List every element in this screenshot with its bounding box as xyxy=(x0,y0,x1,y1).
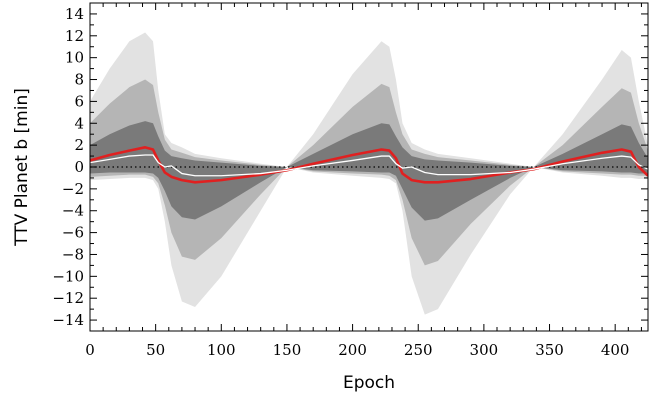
y-tick-label: −14 xyxy=(52,311,84,329)
y-tick-label: 2 xyxy=(74,136,84,154)
confidence-band-2 xyxy=(90,79,648,266)
series-line-red xyxy=(90,146,648,184)
y-tick-label: 0 xyxy=(74,158,84,176)
y-axis-title: TTV Planet b [min] xyxy=(12,88,32,247)
series-lines xyxy=(90,146,648,184)
confidence-bands xyxy=(90,32,648,315)
x-tick-label: 200 xyxy=(338,341,367,359)
x-tick-labels: 0 50 100 150 200 250 300 350 400 xyxy=(85,341,629,359)
x-tick-label: 150 xyxy=(273,341,302,359)
y-tick-label: 8 xyxy=(74,71,84,89)
x-tick-label: 50 xyxy=(146,341,165,359)
y-tick-label: −6 xyxy=(62,224,84,242)
x-tick-label: 400 xyxy=(601,341,630,359)
x-tick-label: 300 xyxy=(470,341,499,359)
y-tick-label: 10 xyxy=(65,49,84,67)
y-tick-label: 12 xyxy=(65,27,84,45)
y-tick-label: −8 xyxy=(62,245,84,263)
y-tick-label: 4 xyxy=(74,114,84,132)
y-tick-label: −10 xyxy=(52,267,84,285)
series-line-white xyxy=(90,154,648,177)
y-tick-label: −12 xyxy=(52,289,84,307)
y-tick-label: −4 xyxy=(62,202,84,220)
x-tick-label: 250 xyxy=(404,341,433,359)
x-axis-title: Epoch xyxy=(343,373,395,393)
axis-ticks xyxy=(89,2,648,332)
y-tick-label: −2 xyxy=(62,180,84,198)
x-tick-label: 350 xyxy=(535,341,564,359)
y-tick-label: 6 xyxy=(74,92,84,110)
confidence-band-3 xyxy=(90,121,648,221)
y-tick-labels: −14 −12 −10 −8 −6 −4 −2 0 2 4 6 8 10 12 14 xyxy=(52,5,84,329)
y-tick-label: 14 xyxy=(65,5,84,23)
x-tick-label: 100 xyxy=(207,341,236,359)
x-tick-label: 0 xyxy=(85,341,95,359)
